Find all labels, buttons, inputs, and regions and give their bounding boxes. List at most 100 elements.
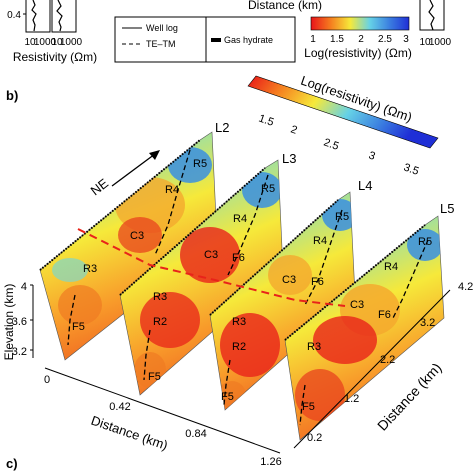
distance-axis-title: Distance (km) <box>248 0 322 12</box>
panel-b-colorbar-tick: 2 <box>289 123 299 136</box>
well-log-curve-1 <box>31 0 37 32</box>
direction-arrow <box>111 153 156 187</box>
slice-L3-r3: R3 <box>153 291 167 303</box>
top-colorbar-title: Log(resistivity) (Ωm) <box>304 46 412 60</box>
distance-x-tick: 0 <box>44 374 50 386</box>
well-log-curve-3 <box>428 0 435 31</box>
slice-L2-r5: R5 <box>193 158 207 170</box>
slice-L2-r3: R3 <box>83 263 97 275</box>
slice-L4-r2: R2 <box>232 341 246 353</box>
panel-c-label: c) <box>6 456 18 471</box>
resistivity-tick-10a: 10 <box>24 37 36 48</box>
slice-L2-name: L2 <box>215 120 229 135</box>
distance-x-tick: 0.42 <box>109 401 130 413</box>
slice-L2-c3: C3 <box>130 230 144 242</box>
slice-L4-c3: C3 <box>282 274 296 286</box>
slice-L2-topography <box>39 139 201 271</box>
legend-well-log: Well log <box>146 23 178 33</box>
top-colorbar-tick: 2.5 <box>378 34 392 45</box>
distance-y-tick: 0.2 <box>307 432 322 444</box>
slice-L4-r4: R4 <box>313 235 327 247</box>
slice-L3-name: L3 <box>282 151 296 166</box>
slice-L3-c3: C3 <box>204 249 218 261</box>
panel-b: b) Log(resistivity) (Ωm) 1.5 2 2.5 3 3.5… <box>2 73 473 468</box>
resistivity-axis-title: Resistivity (Ωm) <box>13 50 97 64</box>
top-strip: 0.4 10 1000 10 1000 Resistivity (Ωm) Dis… <box>7 0 452 64</box>
distance-y-tick: 4.2 <box>458 281 473 293</box>
slice-L4-r3: R3 <box>232 316 246 328</box>
resistivity-tick-1000a: 1000 <box>34 37 57 48</box>
slice-L4: L4 R5 R4 F6 C3 R3 R2 F5 <box>209 178 372 411</box>
slice-L5: L5 R5 R4 F6 C3 R3 F5 <box>284 201 454 441</box>
legend-gas-hydrate: Gas hydrate <box>224 35 273 45</box>
slice-L3-topography <box>119 167 266 296</box>
slice-L3-r2: R2 <box>153 316 167 328</box>
distance-axis-x <box>44 367 281 454</box>
slice-L2: L2 R5 R4 C3 R3 F5 <box>39 120 229 361</box>
slice-L2-f5: F5 <box>72 321 85 333</box>
elevation-tick: 4 <box>21 281 27 293</box>
resistivity-tick-10c: 10 <box>419 37 431 48</box>
top-colorbar-tick: 1.5 <box>330 34 344 45</box>
distance-y-title: Distance (km) <box>374 360 445 434</box>
direction-label: NE <box>88 175 112 198</box>
slice-L5-topography <box>284 224 426 341</box>
distance-axis-y <box>293 289 451 449</box>
slice-L5-name: L5 <box>440 201 454 216</box>
top-colorbar <box>310 16 410 31</box>
slice-L5-f5: F5 <box>302 401 315 413</box>
slice-L4-r5: R5 <box>335 211 349 223</box>
well-log-plot-1 <box>25 0 51 33</box>
resistivity-tick-10b: 10 <box>51 37 63 48</box>
distance-x-title: Distance (km) <box>89 413 170 453</box>
panel-b-colorbar <box>247 75 439 149</box>
top-colorbar-tick: 2 <box>358 34 364 45</box>
slice-L3-fault-f5 <box>143 329 151 381</box>
distance-y-tick: 1.2 <box>344 393 359 405</box>
slice-L5-f6: F6 <box>378 309 391 321</box>
slice-L2-fault-f5 <box>67 294 76 346</box>
panel-b-colorbar-tick: 3 <box>367 149 377 162</box>
elevation-tick: 3.2 <box>12 346 27 358</box>
slice-L4-f6: F6 <box>311 276 324 288</box>
slice-L5-c3: C3 <box>350 299 364 311</box>
slice-L5-fault-f5 <box>299 384 306 426</box>
slice-L3-r5: R5 <box>261 183 275 195</box>
top-colorbar-tick: 1 <box>310 34 316 45</box>
slice-L3-f5: F5 <box>148 371 161 383</box>
slice-L5-r5: R5 <box>418 236 432 248</box>
panel-b-colorbar-tick: 1.5 <box>257 112 275 128</box>
distance-y-tick: 2.2 <box>380 354 395 366</box>
panel-b-colorbar-tick: 2.5 <box>322 136 340 152</box>
legend-box <box>114 16 296 63</box>
slice-L3-f6: F6 <box>232 252 245 264</box>
slice-L3-r4: R4 <box>233 213 247 225</box>
distance-x-tick: 0.84 <box>185 428 206 440</box>
slice-L2-fault <box>154 149 191 256</box>
resistivity-tick-1000c: 1000 <box>429 37 452 48</box>
slice-L5-r3: R3 <box>307 341 321 353</box>
slice-L5-r4: R4 <box>384 261 398 273</box>
slice-L4-name: L4 <box>358 178 372 193</box>
direction-arrowhead <box>149 150 160 160</box>
y-tick-label: 0.4 <box>7 10 21 21</box>
panel-b-colorbar-tick: 3.5 <box>402 161 420 177</box>
slice-L4-f5: F5 <box>221 391 234 403</box>
top-colorbar-tick: 3 <box>403 34 409 45</box>
slice-L2-r4: R4 <box>165 184 179 196</box>
elevation-axis-title: Elevation (km) <box>2 284 16 361</box>
resistivity-tick-1000b: 1000 <box>60 37 83 48</box>
distance-y-tick: 3.2 <box>420 317 435 329</box>
hydrate-trend-line <box>77 228 346 307</box>
well-log-curve-2 <box>56 0 63 32</box>
legend-te-tm: TE–TM <box>146 39 176 49</box>
legend-hydrate-swatch <box>211 38 221 42</box>
elevation-tick: 3.6 <box>12 316 27 328</box>
well-log-plot-3 <box>419 0 445 31</box>
well-log-plot-2 <box>51 0 77 33</box>
slice-L5-fault <box>391 239 429 321</box>
distance-x-tick: 1.26 <box>260 456 281 468</box>
panel-b-label: b) <box>6 88 18 103</box>
slice-L4-fault <box>304 209 343 306</box>
